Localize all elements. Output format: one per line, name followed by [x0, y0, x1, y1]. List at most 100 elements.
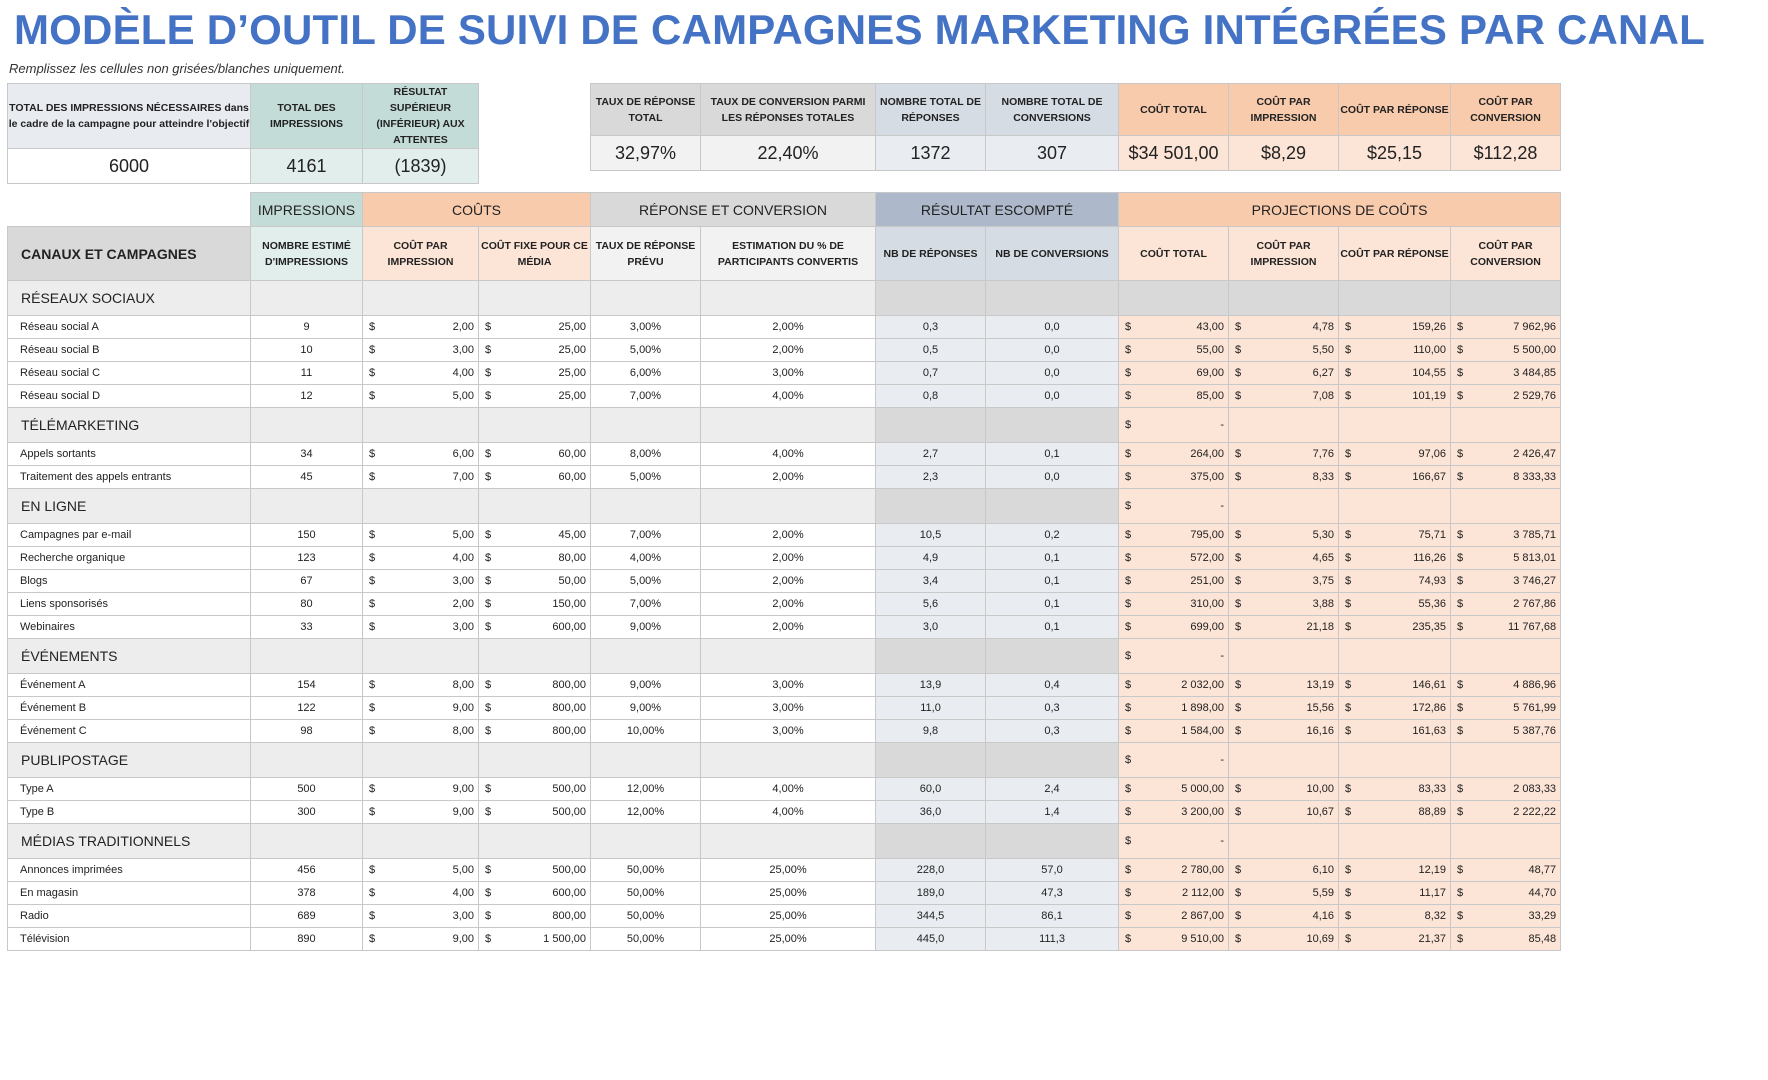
cost-per-impression-input[interactable]: $4,00 — [362, 546, 479, 570]
cost-per-impression-input[interactable]: $6,00 — [362, 442, 479, 466]
impressions-input[interactable]: 33 — [250, 615, 363, 639]
impressions-input[interactable]: 154 — [250, 673, 363, 697]
conversion-rate-input[interactable]: 2,00% — [699, 569, 877, 593]
impressions-input[interactable]: 890 — [250, 927, 363, 951]
response-rate-input[interactable]: 12,00% — [590, 800, 701, 824]
impressions-input[interactable]: 45 — [250, 465, 363, 489]
response-rate-input[interactable]: 50,00% — [590, 858, 701, 882]
conversion-rate-input[interactable]: 25,00% — [699, 858, 877, 882]
cost-per-impression-input[interactable]: $5,00 — [362, 384, 479, 408]
channel-name[interactable]: Annonces imprimées — [7, 858, 251, 882]
impressions-input[interactable]: 456 — [250, 858, 363, 882]
fixed-cost-input[interactable]: $60,00 — [478, 465, 591, 489]
channel-name[interactable]: Radio — [7, 904, 251, 928]
conversion-rate-input[interactable]: 25,00% — [699, 904, 877, 928]
fixed-cost-input[interactable]: $25,00 — [478, 384, 591, 408]
response-rate-input[interactable]: 4,00% — [590, 546, 701, 570]
response-rate-input[interactable]: 9,00% — [590, 696, 701, 720]
channel-name[interactable]: Télévision — [7, 927, 251, 951]
cost-per-impression-input[interactable]: $2,00 — [362, 315, 479, 339]
channel-name[interactable]: Réseau social B — [7, 338, 251, 362]
impressions-input[interactable]: 123 — [250, 546, 363, 570]
channel-name[interactable]: Traitement des appels entrants — [7, 465, 251, 489]
conversion-rate-input[interactable]: 4,00% — [699, 800, 877, 824]
conversion-rate-input[interactable]: 4,00% — [699, 777, 877, 801]
channel-name[interactable]: Réseau social A — [7, 315, 251, 339]
impressions-input[interactable]: 300 — [250, 800, 363, 824]
fixed-cost-input[interactable]: $500,00 — [478, 858, 591, 882]
fixed-cost-input[interactable]: $1 500,00 — [478, 927, 591, 951]
channel-name[interactable]: Type B — [7, 800, 251, 824]
cost-per-impression-input[interactable]: $7,00 — [362, 465, 479, 489]
channel-name[interactable]: Type A — [7, 777, 251, 801]
response-rate-input[interactable]: 9,00% — [590, 615, 701, 639]
channel-name[interactable]: Événement A — [7, 673, 251, 697]
conversion-rate-input[interactable]: 4,00% — [699, 442, 877, 466]
response-rate-input[interactable]: 9,00% — [590, 673, 701, 697]
channel-name[interactable]: Webinaires — [7, 615, 251, 639]
fixed-cost-input[interactable]: $50,00 — [478, 569, 591, 593]
total-required-input[interactable]: 6000 — [7, 148, 251, 184]
channel-name[interactable]: Événement B — [7, 696, 251, 720]
conversion-rate-input[interactable]: 4,00% — [699, 384, 877, 408]
fixed-cost-input[interactable]: $60,00 — [478, 442, 591, 466]
conversion-rate-input[interactable]: 3,00% — [699, 361, 877, 385]
impressions-input[interactable]: 122 — [250, 696, 363, 720]
conversion-rate-input[interactable]: 2,00% — [699, 315, 877, 339]
response-rate-input[interactable]: 12,00% — [590, 777, 701, 801]
impressions-input[interactable]: 378 — [250, 881, 363, 905]
cost-per-impression-input[interactable]: $8,00 — [362, 673, 479, 697]
channel-name[interactable]: Réseau social D — [7, 384, 251, 408]
conversion-rate-input[interactable]: 2,00% — [699, 338, 877, 362]
impressions-input[interactable]: 10 — [250, 338, 363, 362]
response-rate-input[interactable]: 50,00% — [590, 904, 701, 928]
response-rate-input[interactable]: 7,00% — [590, 384, 701, 408]
response-rate-input[interactable]: 8,00% — [590, 442, 701, 466]
channel-name[interactable]: Réseau social C — [7, 361, 251, 385]
impressions-input[interactable]: 150 — [250, 523, 363, 547]
conversion-rate-input[interactable]: 2,00% — [699, 592, 877, 616]
channel-name[interactable]: Campagnes par e-mail — [7, 523, 251, 547]
impressions-input[interactable]: 500 — [250, 777, 363, 801]
cost-per-impression-input[interactable]: $9,00 — [362, 927, 479, 951]
cost-per-impression-input[interactable]: $3,00 — [362, 904, 479, 928]
cost-per-impression-input[interactable]: $9,00 — [362, 777, 479, 801]
fixed-cost-input[interactable]: $800,00 — [478, 673, 591, 697]
fixed-cost-input[interactable]: $600,00 — [478, 881, 591, 905]
impressions-input[interactable]: 689 — [250, 904, 363, 928]
cost-per-impression-input[interactable]: $4,00 — [362, 881, 479, 905]
response-rate-input[interactable]: 6,00% — [590, 361, 701, 385]
cost-per-impression-input[interactable]: $9,00 — [362, 696, 479, 720]
cost-per-impression-input[interactable]: $5,00 — [362, 858, 479, 882]
channel-name[interactable]: Appels sortants — [7, 442, 251, 466]
conversion-rate-input[interactable]: 3,00% — [699, 673, 877, 697]
fixed-cost-input[interactable]: $150,00 — [478, 592, 591, 616]
response-rate-input[interactable]: 5,00% — [590, 465, 701, 489]
conversion-rate-input[interactable]: 3,00% — [699, 696, 877, 720]
response-rate-input[interactable]: 3,00% — [590, 315, 701, 339]
channel-name[interactable]: Événement C — [7, 719, 251, 743]
conversion-rate-input[interactable]: 2,00% — [699, 523, 877, 547]
channel-name[interactable]: En magasin — [7, 881, 251, 905]
fixed-cost-input[interactable]: $25,00 — [478, 361, 591, 385]
response-rate-input[interactable]: 50,00% — [590, 927, 701, 951]
channel-name[interactable]: Blogs — [7, 569, 251, 593]
fixed-cost-input[interactable]: $25,00 — [478, 315, 591, 339]
fixed-cost-input[interactable]: $25,00 — [478, 338, 591, 362]
fixed-cost-input[interactable]: $800,00 — [478, 719, 591, 743]
response-rate-input[interactable]: 7,00% — [590, 592, 701, 616]
fixed-cost-input[interactable]: $80,00 — [478, 546, 591, 570]
cost-per-impression-input[interactable]: $9,00 — [362, 800, 479, 824]
conversion-rate-input[interactable]: 2,00% — [699, 465, 877, 489]
fixed-cost-input[interactable]: $45,00 — [478, 523, 591, 547]
cost-per-impression-input[interactable]: $3,00 — [362, 569, 479, 593]
channel-name[interactable]: Liens sponsorisés — [7, 592, 251, 616]
cost-per-impression-input[interactable]: $5,00 — [362, 523, 479, 547]
impressions-input[interactable]: 11 — [250, 361, 363, 385]
fixed-cost-input[interactable]: $500,00 — [478, 777, 591, 801]
conversion-rate-input[interactable]: 2,00% — [699, 546, 877, 570]
cost-per-impression-input[interactable]: $3,00 — [362, 615, 479, 639]
fixed-cost-input[interactable]: $800,00 — [478, 904, 591, 928]
cost-per-impression-input[interactable]: $3,00 — [362, 338, 479, 362]
impressions-input[interactable]: 34 — [250, 442, 363, 466]
